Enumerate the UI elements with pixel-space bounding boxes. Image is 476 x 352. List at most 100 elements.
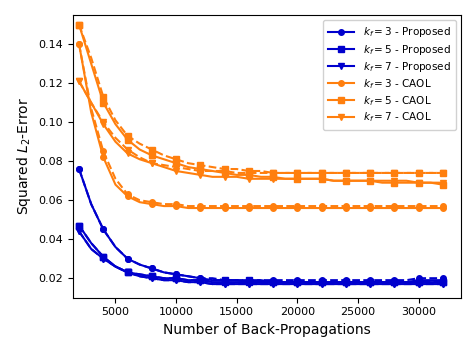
$k_f = 5$ - Proposed [367,280,373,284]
$k_f = 5$ - Proposed [331,280,337,284]
$k_f = 7$ - Proposed [185,280,191,284]
$k_f = 5$ - CAOL [125,138,130,142]
$k_f = 3$ - CAOL [149,202,155,206]
$k_f = 7$ - CAOL [137,157,143,162]
$k_f = 3$ - Proposed [185,274,191,278]
$k_f = 3$ - Proposed [379,280,385,284]
$k_f = 7$ - CAOL [416,181,421,185]
$k_f = 7$ - CAOL [331,178,337,183]
$k_f = 3$ - CAOL [100,155,106,159]
$k_f = 5$ - CAOL [113,122,119,126]
$k_f = 7$ - Proposed [282,282,288,286]
$k_f = 5$ - CAOL [234,173,239,177]
$k_f = 7$ - Proposed [209,282,215,286]
$k_f = 3$ - CAOL [295,206,300,210]
$k_f = 3$ - Proposed [209,278,215,282]
$k_f = 3$ - CAOL [270,206,276,210]
$k_f = 7$ - CAOL [198,173,203,177]
$k_f = 5$ - Proposed [137,272,143,276]
$k_f = 7$ - CAOL [295,177,300,181]
$k_f = 3$ - Proposed [234,278,239,282]
$k_f = 7$ - Proposed [100,257,106,261]
$k_f = 3$ - Proposed [343,280,349,284]
$k_f = 7$ - Proposed [367,282,373,286]
$k_f = 7$ - CAOL [270,177,276,181]
$k_f = 7$ - Proposed [391,282,397,286]
$k_f = 5$ - Proposed [209,280,215,284]
$k_f = 7$ - CAOL [319,177,325,181]
$k_f = 3$ - Proposed [307,280,312,284]
$k_f = 7$ - CAOL [149,161,155,165]
$k_f = 3$ - Proposed [125,257,130,261]
$k_f = 7$ - Proposed [319,282,325,286]
$k_f = 5$ - Proposed [100,254,106,259]
$k_f = 7$ - CAOL [113,140,119,144]
$k_f = 7$ - Proposed [331,282,337,286]
$k_f = 5$ - CAOL [258,175,264,179]
$k_f = 5$ - CAOL [355,178,361,183]
$k_f = 3$ - CAOL [234,206,239,210]
$k_f = 5$ - Proposed [307,280,312,284]
$k_f = 7$ - CAOL [100,122,106,126]
Line: $k_f = 7$ - Proposed: $k_f = 7$ - Proposed [76,229,446,287]
$k_f = 5$ - CAOL [209,169,215,173]
$k_f = 5$ - CAOL [428,181,434,185]
$k_f = 5$ - CAOL [137,147,143,152]
$k_f = 3$ - Proposed [295,280,300,284]
$k_f = 7$ - CAOL [125,151,130,156]
$k_f = 3$ - CAOL [209,206,215,210]
$k_f = 3$ - CAOL [185,206,191,210]
$k_f = 3$ - Proposed [113,245,119,249]
$k_f = 3$ - Proposed [270,280,276,284]
$k_f = 7$ - CAOL [258,177,264,181]
$k_f = 3$ - Proposed [319,280,325,284]
$k_f = 7$ - Proposed [161,278,167,282]
$k_f = 7$ - Proposed [76,229,82,233]
$k_f = 7$ - Proposed [343,282,349,286]
$k_f = 3$ - CAOL [282,206,288,210]
$k_f = 3$ - CAOL [113,183,119,187]
$k_f = 3$ - CAOL [125,194,130,199]
$k_f = 5$ - CAOL [173,161,179,165]
$k_f = 3$ - Proposed [331,280,337,284]
$k_f = 5$ - CAOL [319,177,325,181]
$k_f = 5$ - CAOL [416,181,421,185]
$k_f = 7$ - CAOL [89,101,94,105]
$k_f = 3$ - Proposed [198,276,203,280]
$k_f = 3$ - CAOL [355,206,361,210]
$k_f = 5$ - CAOL [307,177,312,181]
$k_f = 5$ - CAOL [404,181,409,185]
$k_f = 3$ - CAOL [343,206,349,210]
$k_f = 7$ - Proposed [307,282,312,286]
$k_f = 3$ - Proposed [404,280,409,284]
$k_f = 3$ - Proposed [440,278,446,282]
Line: $k_f = 3$ - CAOL: $k_f = 3$ - CAOL [76,42,446,211]
Legend: $k_f = 3$ - Proposed, $k_f = 5$ - Proposed, $k_f = 7$ - Proposed, $k_f = 3$ - CA: $k_f = 3$ - Proposed, $k_f = 5$ - Propos… [323,20,456,130]
$k_f = 5$ - CAOL [295,177,300,181]
Line: $k_f = 7$ - CAOL: $k_f = 7$ - CAOL [76,78,446,186]
$k_f = 3$ - CAOL [391,206,397,210]
$k_f = 5$ - Proposed [222,280,228,284]
$k_f = 5$ - Proposed [428,280,434,284]
$k_f = 7$ - Proposed [149,276,155,280]
$k_f = 5$ - CAOL [391,181,397,185]
$k_f = 3$ - CAOL [222,206,228,210]
$k_f = 7$ - CAOL [173,169,179,173]
$k_f = 3$ - CAOL [428,206,434,210]
$k_f = 5$ - Proposed [343,280,349,284]
$k_f = 5$ - CAOL [367,178,373,183]
$k_f = 5$ - Proposed [416,280,421,284]
$k_f = 7$ - Proposed [295,282,300,286]
$k_f = 7$ - Proposed [222,282,228,286]
$k_f = 3$ - CAOL [379,206,385,210]
$k_f = 5$ - CAOL [379,181,385,185]
Line: $k_f = 5$ - Proposed: $k_f = 5$ - Proposed [76,223,446,285]
$k_f = 7$ - Proposed [198,280,203,284]
$k_f = 5$ - CAOL [343,178,349,183]
$k_f = 3$ - CAOL [440,206,446,210]
$k_f = 7$ - Proposed [270,282,276,286]
Line: $k_f = 3$ - Proposed: $k_f = 3$ - Proposed [76,166,446,285]
$k_f = 7$ - Proposed [137,274,143,278]
$k_f = 3$ - Proposed [258,280,264,284]
$k_f = 5$ - CAOL [185,165,191,169]
